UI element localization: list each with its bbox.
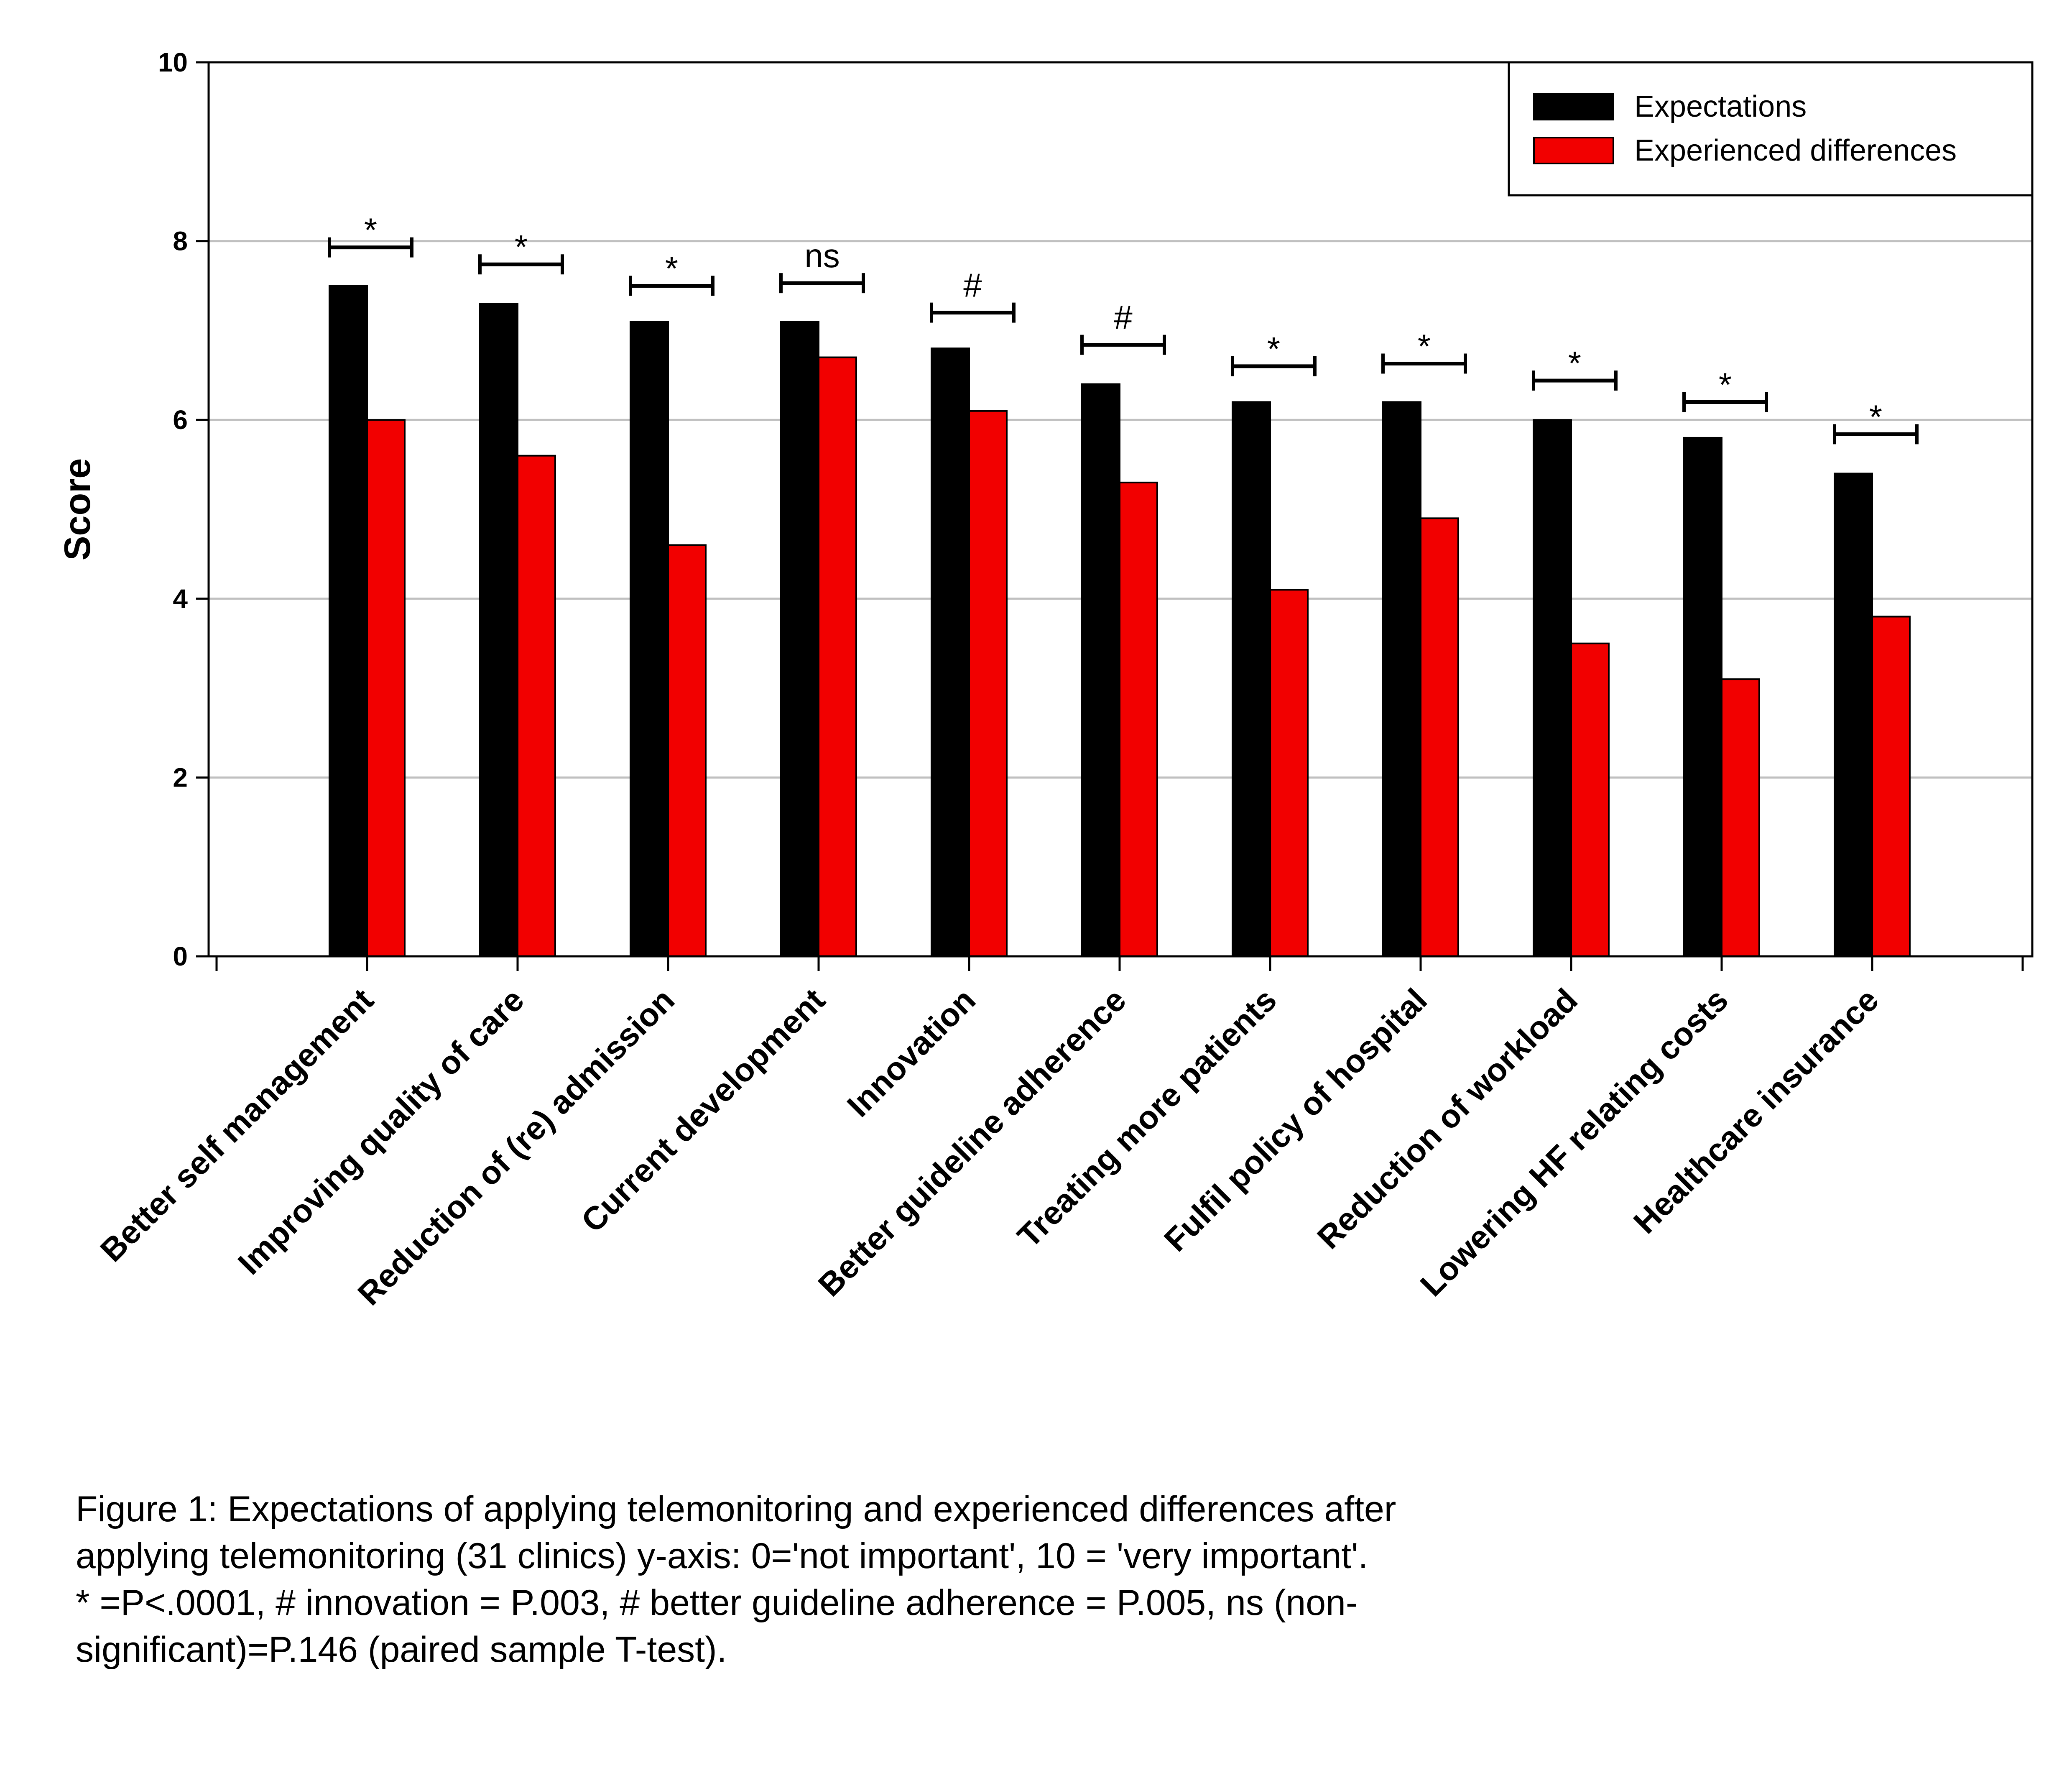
bar-expectations (1834, 473, 1873, 957)
significance-label: # (1114, 299, 1133, 336)
significance-label: # (963, 267, 982, 304)
x-tick-label: Better self management (93, 981, 381, 1269)
bar-expectations (1533, 419, 1572, 958)
significance-annotations: * * * ns # # * * * * * (328, 212, 1919, 444)
y-axis-title: Score (56, 458, 98, 561)
significance-label: * (515, 228, 528, 266)
y-tick-label: 0 (173, 941, 188, 971)
bar-experienced-differences (366, 419, 406, 958)
legend-box (1508, 61, 2034, 197)
significance-label: * (364, 212, 377, 249)
bar-experienced-differences (1721, 678, 1760, 957)
bar-expectations (630, 321, 669, 957)
bars (329, 285, 1911, 958)
x-tick-label: Innovation (840, 981, 982, 1124)
bar-experienced-differences (1871, 616, 1911, 958)
bar-experienced-differences (517, 455, 556, 957)
bar-experienced-differences (968, 410, 1008, 958)
legend-swatch (1533, 93, 1614, 120)
y-tick-label: 4 (173, 584, 188, 614)
bar-expectations (1683, 437, 1722, 957)
bar-experienced-differences (1570, 642, 1610, 957)
legend-label: Experienced differences (1634, 134, 1957, 167)
significance-label: * (1267, 330, 1280, 368)
significance-label: * (1568, 345, 1581, 382)
significance-label: * (1418, 328, 1431, 365)
y-tick-label: 10 (158, 47, 188, 77)
bar-expectations (1382, 401, 1421, 958)
x-tick-label: Treating more patients (1010, 981, 1284, 1255)
x-tick-label: Fulfil policy of hospital (1157, 981, 1434, 1259)
caption-line: Figure 1: Expectations of applying telem… (76, 1489, 1396, 1529)
significance-label: * (1869, 398, 1882, 435)
bar-expectations (780, 321, 819, 957)
x-tick-label: Reduction of workload (1310, 981, 1585, 1256)
x-tick-label: Improving quality of care (231, 981, 531, 1282)
bar-experienced-differences (1269, 589, 1309, 958)
caption-line: * =P<.0001, # innovation = P.003, # bett… (76, 1583, 1358, 1623)
bar-expectations (931, 347, 970, 957)
significance-label: * (1719, 366, 1732, 403)
caption-line: significant)=P.146 (paired sample T-test… (76, 1630, 727, 1670)
caption-line: applying telemonitoring (31 clinics) y-a… (76, 1536, 1368, 1576)
y-tick-label: 6 (173, 405, 188, 435)
significance-label: ns (804, 237, 840, 274)
legend-swatch (1533, 137, 1614, 164)
legend: Expectations Experienced differences (1508, 61, 2034, 197)
bar-expectations (479, 303, 518, 957)
bar-experienced-differences (1119, 481, 1158, 957)
bar-experienced-differences (1420, 517, 1459, 957)
bar-expectations (1081, 383, 1120, 957)
x-tick-label: Better guideline adherence (811, 981, 1133, 1303)
bar-experienced-differences (667, 544, 707, 957)
y-tick-label: 2 (173, 762, 188, 792)
y-tick-label: 8 (173, 226, 188, 256)
bar-expectations (1232, 401, 1271, 958)
x-tick-label: Reduction of (re) admission (350, 981, 681, 1313)
figure-caption: Figure 1: Expectations of applying telem… (76, 1489, 1396, 1670)
x-tick-label: Healthcare insurance (1626, 981, 1886, 1241)
legend-label: Expectations (1634, 90, 1807, 123)
x-tick-label: Current development (574, 981, 832, 1239)
x-tick-label: Lowering HF relating costs (1413, 981, 1735, 1303)
bar-experienced-differences (818, 356, 857, 957)
significance-label: * (665, 250, 678, 287)
bar-expectations (329, 285, 368, 957)
